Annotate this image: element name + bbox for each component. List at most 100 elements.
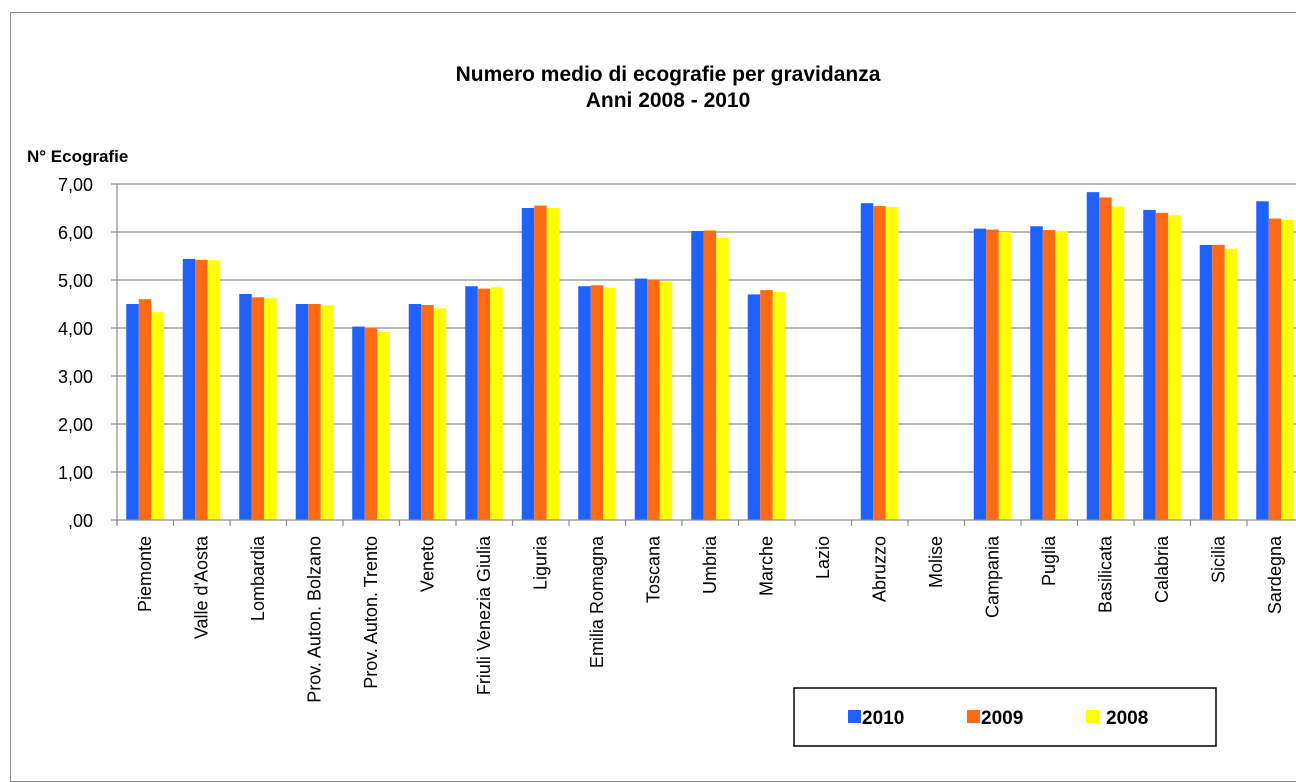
legend-swatch-2010 <box>848 710 861 723</box>
bar-2010 <box>239 293 252 520</box>
bar-2010 <box>860 203 874 520</box>
legend-label-2009: 2009 <box>981 708 1023 729</box>
legend-swatch-2008 <box>1086 710 1099 723</box>
x-tick-label: Campania <box>983 535 1003 618</box>
bar-2009 <box>364 327 378 520</box>
y-axis-ticks: ,00 1,00 2,00 3,00 4,00 5,00 6,00 7,00 <box>58 175 117 531</box>
bar-2009 <box>251 297 265 520</box>
bar-2008 <box>151 312 164 520</box>
bar-2010 <box>1143 209 1156 521</box>
y-tick-label: 1,00 <box>58 463 93 483</box>
bar-2009 <box>590 285 604 520</box>
bar-2010 <box>973 228 987 520</box>
legend: 2010 2009 2008 <box>793 687 1217 747</box>
bar-2010 <box>182 258 196 520</box>
x-tick-label: Sicilia <box>1209 535 1229 583</box>
x-tick-label: Lombardia <box>248 535 268 621</box>
y-tick-label: 4,00 <box>58 319 93 339</box>
chart-title: Numero medio di ecografie per gravidanza <box>456 63 881 86</box>
bar-2008 <box>1168 215 1181 520</box>
bar-2010 <box>521 208 535 520</box>
bar-2010 <box>295 304 309 520</box>
bar-2008 <box>546 208 560 520</box>
bar-2008 <box>490 287 503 520</box>
bar-2010 <box>578 286 591 520</box>
bar-2009 <box>138 299 152 520</box>
bar-2010 <box>747 294 761 520</box>
bar-2008 <box>264 298 277 520</box>
bar-2009 <box>1155 212 1169 521</box>
x-tick-label: Calabria <box>1152 535 1172 603</box>
bars <box>126 192 1294 521</box>
bar-2009 <box>647 279 660 520</box>
x-tick-label: Lazio <box>813 536 833 579</box>
bar-2010 <box>465 286 478 520</box>
legend-swatch-2009 <box>967 710 980 723</box>
x-tick-label: Emilia Romagna <box>587 535 607 668</box>
y-tick-label: 7,00 <box>58 175 93 195</box>
x-tick-label: Basilicata <box>1096 535 1116 613</box>
legend-label-2008: 2008 <box>1106 708 1148 729</box>
bar-2010 <box>126 304 139 520</box>
y-tick-label: 2,00 <box>58 415 93 435</box>
bar-2008 <box>603 287 616 520</box>
x-tick-label: Valle d'Aosta <box>192 535 212 639</box>
bar-2009 <box>534 205 547 520</box>
legend-box <box>793 687 1217 747</box>
bar-2010 <box>1199 244 1213 520</box>
y-tick-label: 6,00 <box>58 223 93 243</box>
bar-2009 <box>1212 244 1225 520</box>
bar-2009 <box>986 229 999 520</box>
bar-2009 <box>1042 230 1056 520</box>
bar-2010 <box>1256 201 1269 520</box>
legend-label-2010: 2010 <box>862 708 904 729</box>
y-tick-label: 3,00 <box>58 367 93 387</box>
bar-2008 <box>377 331 390 520</box>
bar-2008 <box>716 237 729 520</box>
bar-2009 <box>703 230 717 520</box>
bar-2009 <box>1099 197 1112 520</box>
x-tick-label: Friuli Venezia Giulia <box>474 535 494 695</box>
bar-2009 <box>477 288 491 520</box>
bar-2008 <box>659 281 673 520</box>
x-tick-label: Umbria <box>700 535 720 594</box>
bar-2010 <box>352 326 365 520</box>
x-tick-label: Veneto <box>418 536 438 592</box>
x-tick-label: Prov. Auton. Trento <box>361 536 381 689</box>
bar-2008 <box>885 207 899 521</box>
bar-2009 <box>195 259 208 520</box>
bar-2009 <box>421 304 434 520</box>
x-tick-label: Marche <box>757 536 777 596</box>
axes <box>116 184 1296 526</box>
bar-2010 <box>408 304 422 520</box>
x-tick-label: Liguria <box>531 535 551 590</box>
bar-2008 <box>1224 248 1238 521</box>
bar-2008 <box>772 292 786 520</box>
y-tick-label: ,00 <box>68 511 93 531</box>
x-tick-label: Prov. Auton. Bolzano <box>305 536 325 703</box>
x-tick-label: Sardegna <box>1265 535 1285 614</box>
bar-2008 <box>1281 220 1294 520</box>
bar-2010 <box>1086 192 1100 520</box>
x-tick-label: Abruzzo <box>870 536 890 602</box>
bar-2008 <box>320 305 334 520</box>
bar-2009 <box>760 290 773 520</box>
bar-2008 <box>1055 231 1068 521</box>
x-axis-categories: Piemonte Valle d'Aosta Lombardia Prov. Auto… <box>135 535 1285 703</box>
bar-2008 <box>998 232 1012 520</box>
bar-2010 <box>634 278 648 520</box>
bar-2008 <box>207 260 221 520</box>
bar-2008 <box>1111 206 1125 520</box>
bar-2010 <box>1030 226 1043 521</box>
y-axis-label: N° Ecografie <box>27 147 128 166</box>
y-tick-label: 5,00 <box>58 271 93 291</box>
bar-2008 <box>433 308 447 520</box>
x-tick-label: Molise <box>926 536 946 588</box>
bar-2009 <box>873 206 886 520</box>
bar-2010 <box>691 231 704 521</box>
x-tick-label: Puglia <box>1039 535 1059 586</box>
chart-subtitle: Anni 2008 - 2010 <box>586 89 751 112</box>
x-tick-label: Piemonte <box>135 536 155 612</box>
bar-2009 <box>308 304 321 520</box>
